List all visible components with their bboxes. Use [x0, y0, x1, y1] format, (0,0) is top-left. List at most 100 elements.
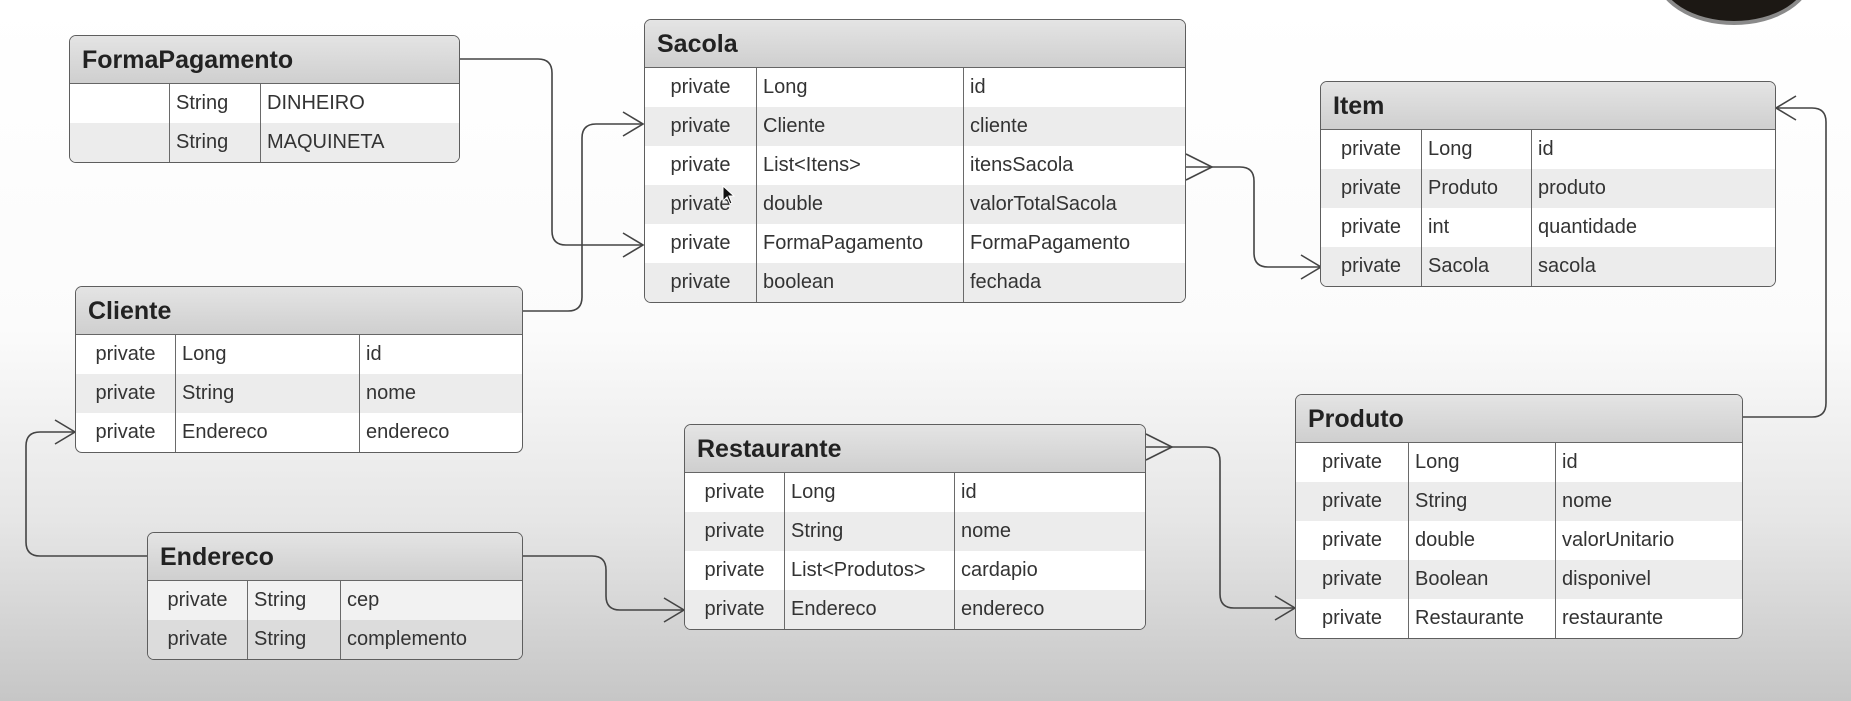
arrowhead-item-produto	[1774, 95, 1797, 121]
name-cell: cliente	[963, 107, 1185, 146]
entity-formapagamento[interactable]: FormaPagamento String DINHEIRO String MA…	[69, 35, 460, 163]
name-cell: cep	[340, 581, 522, 620]
attribute-row: private String nome	[76, 374, 522, 413]
type-cell: String	[1408, 482, 1555, 521]
type-cell: Sacola	[1421, 247, 1531, 286]
name-cell: produto	[1531, 169, 1775, 208]
visibility-cell: private	[670, 271, 731, 293]
visibility-cell: private	[704, 598, 765, 620]
type-cell: List<Itens>	[756, 146, 963, 185]
visibility-cell: private	[95, 421, 156, 443]
type-cell: Long	[1408, 443, 1555, 482]
arrowhead-sacola-cliente	[622, 111, 645, 137]
visibility-cell: private	[95, 343, 156, 365]
name-cell: FormaPagamento	[963, 224, 1185, 263]
visibility-cell: private	[670, 232, 731, 254]
attribute-row: private Long id	[645, 68, 1185, 107]
name-cell: disponivel	[1555, 560, 1742, 599]
attribute-row: private String cep	[148, 581, 522, 620]
entity-sacola[interactable]: Sacola private Long id private Cliente c…	[644, 19, 1186, 303]
type-cell: Long	[175, 335, 359, 374]
entity-title: FormaPagamento	[70, 36, 459, 84]
arrowhead-sacola-formapagamento	[622, 232, 645, 258]
visibility-cell: private	[704, 520, 765, 542]
type-cell: Restaurante	[1408, 599, 1555, 638]
mouse-cursor-icon	[722, 185, 736, 205]
name-cell: nome	[359, 374, 522, 413]
visibility-cell: private	[670, 193, 731, 215]
attribute-row: private double valorTotalSacola	[645, 185, 1185, 224]
entity-endereco[interactable]: Endereco private String cep private Stri…	[147, 532, 523, 660]
entity-restaurante[interactable]: Restaurante private Long id private Stri…	[684, 424, 1146, 630]
connector-restaurante-produto	[1146, 446, 1295, 609]
name-cell: nome	[954, 512, 1145, 551]
type-cell: Boolean	[1408, 560, 1555, 599]
attribute-row: private Cliente cliente	[645, 107, 1185, 146]
visibility-cell: private	[670, 154, 731, 176]
attribute-row: private boolean fechada	[645, 263, 1185, 302]
name-cell: id	[359, 335, 522, 374]
type-cell: String	[247, 581, 340, 620]
visibility-cell: private	[167, 589, 228, 611]
crowfoot-restaurante-produto	[1145, 433, 1174, 461]
name-cell: endereco	[954, 590, 1145, 629]
attribute-row: private Restaurante restaurante	[1296, 599, 1742, 638]
visibility-cell: private	[1321, 490, 1383, 512]
entity-produto[interactable]: Produto private Long id private String n…	[1295, 394, 1743, 639]
entity-title: Item	[1321, 82, 1775, 130]
name-cell: valorTotalSacola	[963, 185, 1185, 224]
entity-item[interactable]: Item private Long id private Produto pro…	[1320, 81, 1776, 287]
type-cell: String	[247, 620, 340, 659]
name-cell: fechada	[963, 263, 1185, 302]
name-cell: complemento	[340, 620, 522, 659]
visibility-cell: private	[1340, 216, 1402, 238]
visibility-cell: private	[1321, 451, 1383, 473]
name-cell: itensSacola	[963, 146, 1185, 185]
crowfoot-sacola-item	[1185, 153, 1214, 181]
attribute-row: private Sacola sacola	[1321, 247, 1775, 286]
type-cell: Cliente	[756, 107, 963, 146]
connector-cliente-sacola	[523, 123, 643, 312]
entity-title: Endereco	[148, 533, 522, 581]
attribute-row: private Long id	[76, 335, 522, 374]
type-cell: Long	[756, 68, 963, 107]
attribute-row: private List<Itens> itensSacola	[645, 146, 1185, 185]
attribute-row: private Long id	[1321, 130, 1775, 169]
attribute-row: private double valorUnitario	[1296, 521, 1742, 560]
type-cell: String	[169, 84, 260, 123]
name-cell: MAQUINETA	[260, 123, 459, 162]
visibility-cell: private	[1321, 607, 1383, 629]
attribute-row: private String nome	[1296, 482, 1742, 521]
attribute-row: private Long id	[685, 473, 1145, 512]
visibility-cell: private	[167, 628, 228, 650]
name-cell: quantidade	[1531, 208, 1775, 247]
attribute-row: private FormaPagamento FormaPagamento	[645, 224, 1185, 263]
entity-title: Cliente	[76, 287, 522, 335]
connector-endereco-cliente	[25, 431, 147, 557]
visibility-cell	[70, 84, 169, 123]
entity-title: Sacola	[645, 20, 1185, 68]
name-cell: endereco	[359, 413, 522, 452]
entity-cliente[interactable]: Cliente private Long id private String n…	[75, 286, 523, 453]
name-cell: valorUnitario	[1555, 521, 1742, 560]
attribute-row: private String complemento	[148, 620, 522, 659]
name-cell: nome	[1555, 482, 1742, 521]
visibility-cell: private	[1321, 568, 1383, 590]
visibility-cell: private	[1340, 138, 1402, 160]
name-cell: cardapio	[954, 551, 1145, 590]
visibility-cell: private	[1340, 255, 1402, 277]
visibility-cell: private	[1321, 529, 1383, 551]
connector-formapagamento-sacola	[460, 58, 643, 246]
connector-produto-item	[1743, 107, 1827, 418]
type-cell: String	[169, 123, 260, 162]
type-cell: Long	[784, 473, 954, 512]
type-cell: Endereco	[175, 413, 359, 452]
type-cell: Long	[1421, 130, 1531, 169]
visibility-cell: private	[670, 76, 731, 98]
name-cell: id	[1531, 130, 1775, 169]
visibility-cell: private	[704, 559, 765, 581]
visibility-cell: private	[704, 481, 765, 503]
attribute-row: private List<Produtos> cardapio	[685, 551, 1145, 590]
attribute-row: private Long id	[1296, 443, 1742, 482]
name-cell: id	[1555, 443, 1742, 482]
